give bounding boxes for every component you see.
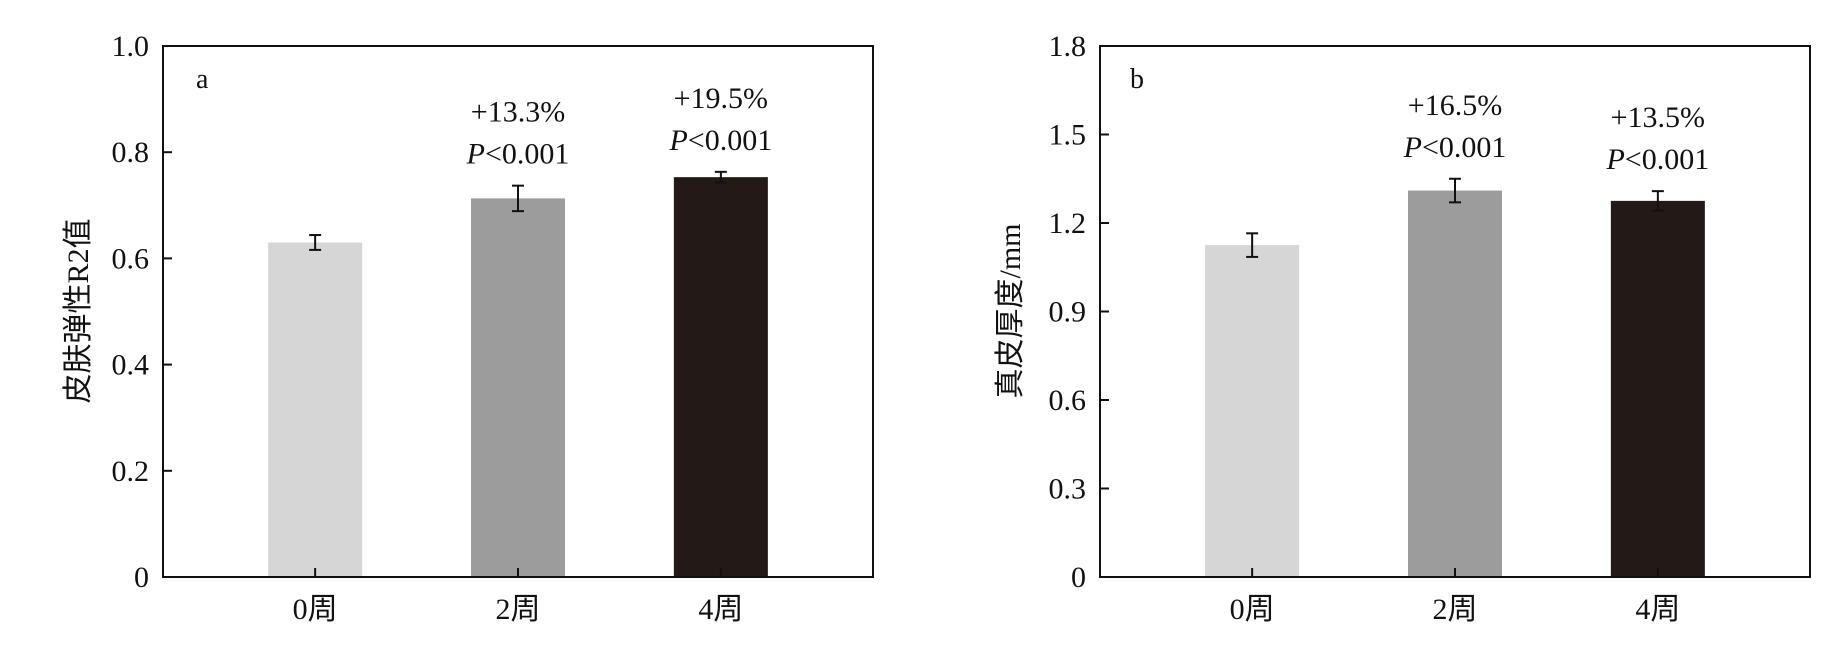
annotation-p-number: <0.001 [1625,143,1709,176]
chart-panel-b: 0 0.3 0.6 0.9 1.2 1.5 1.8 0周 2周 4周 真皮厚度/mm b +16.5% P… [994,30,1811,626]
annotation-p-letter: P [668,124,687,157]
bar-a-0 [268,242,363,577]
error-bar-b-2 [1651,190,1664,212]
y-tick-label-a: 1.0 [112,30,150,63]
error-bar-a-0 [309,234,322,251]
annotation-p-letter: P [1403,131,1422,164]
bar-a-1 [471,198,565,577]
y-tick-label-b: 0.9 [1049,296,1087,329]
x-tick-label-b: 2周 [1433,593,1478,626]
annotation-p-number: <0.001 [485,138,569,171]
annotation-change: +13.3% [471,96,565,129]
annotation-a-1: +13.3% P<0.001 [466,96,570,171]
annotation-change: +19.5% [674,82,768,115]
panel-label-a: a [196,64,209,95]
y-tick-label-a: 0.6 [112,242,150,275]
x-tick-label-a: 0周 [293,593,338,626]
annotation-p-number: <0.001 [1422,131,1506,164]
bar-b-1 [1408,190,1502,578]
annotation-change: +16.5% [1408,89,1502,122]
y-axis-label-a: 皮肤弹性R2值 [62,218,95,403]
annotation-change: +13.5% [1611,101,1705,134]
x-tick-label-b: 0周 [1230,593,1275,626]
chart-panel-a: 00.20.40.60.81.00周 2周 4周皮肤弹性R2值a+13.3%P<0.… [62,30,874,626]
error-bar-b-0 [1246,232,1259,258]
y-tick-label-a: 0 [134,561,149,594]
y-axis-label-b: 真皮厚度/mm [994,223,1027,398]
bar-b-0 [1205,245,1300,577]
annotation-p-value: P<0.001 [1605,143,1709,176]
panel-label-b: b [1130,64,1144,95]
annotation-p-value: P<0.001 [668,124,772,157]
annotation-b-1: +16.5% P<0.001 [1403,89,1507,164]
bar-a-2 [673,177,768,578]
y-tick-label-b: 1.5 [1049,119,1087,152]
bar-b-2 [1610,200,1705,577]
annotation-p-value: P<0.001 [1403,131,1507,164]
y-tick-label-a: 0.8 [112,136,150,169]
y-tick-label-b: 1.2 [1049,207,1087,240]
annotation-p-value: P<0.001 [466,138,570,171]
error-bar-a-1 [512,184,524,213]
annotation-p-letter: P [1605,143,1624,176]
y-tick-label-b: 0.6 [1049,384,1087,417]
x-tick-label-a: 2周 [496,593,541,626]
error-bar-a-2 [714,170,727,184]
x-tick-label-a: 4周 [698,593,743,626]
y-tick-label-a: 0.4 [112,349,150,382]
annotation-p-letter: P [466,138,485,171]
y-tick-label-b: 0 [1071,561,1086,594]
y-tick-label-a: 0.2 [112,455,150,488]
annotation-b-2: +13.5% P<0.001 [1605,101,1709,176]
y-tick-label-b: 0.3 [1049,473,1087,506]
annotation-p-number: <0.001 [688,124,772,157]
x-tick-label-b: 4周 [1635,593,1680,626]
y-tick-label-b: 1.8 [1049,30,1087,63]
annotation-a-2: +19.5% P<0.001 [668,82,772,157]
error-bar-b-1 [1449,177,1461,204]
